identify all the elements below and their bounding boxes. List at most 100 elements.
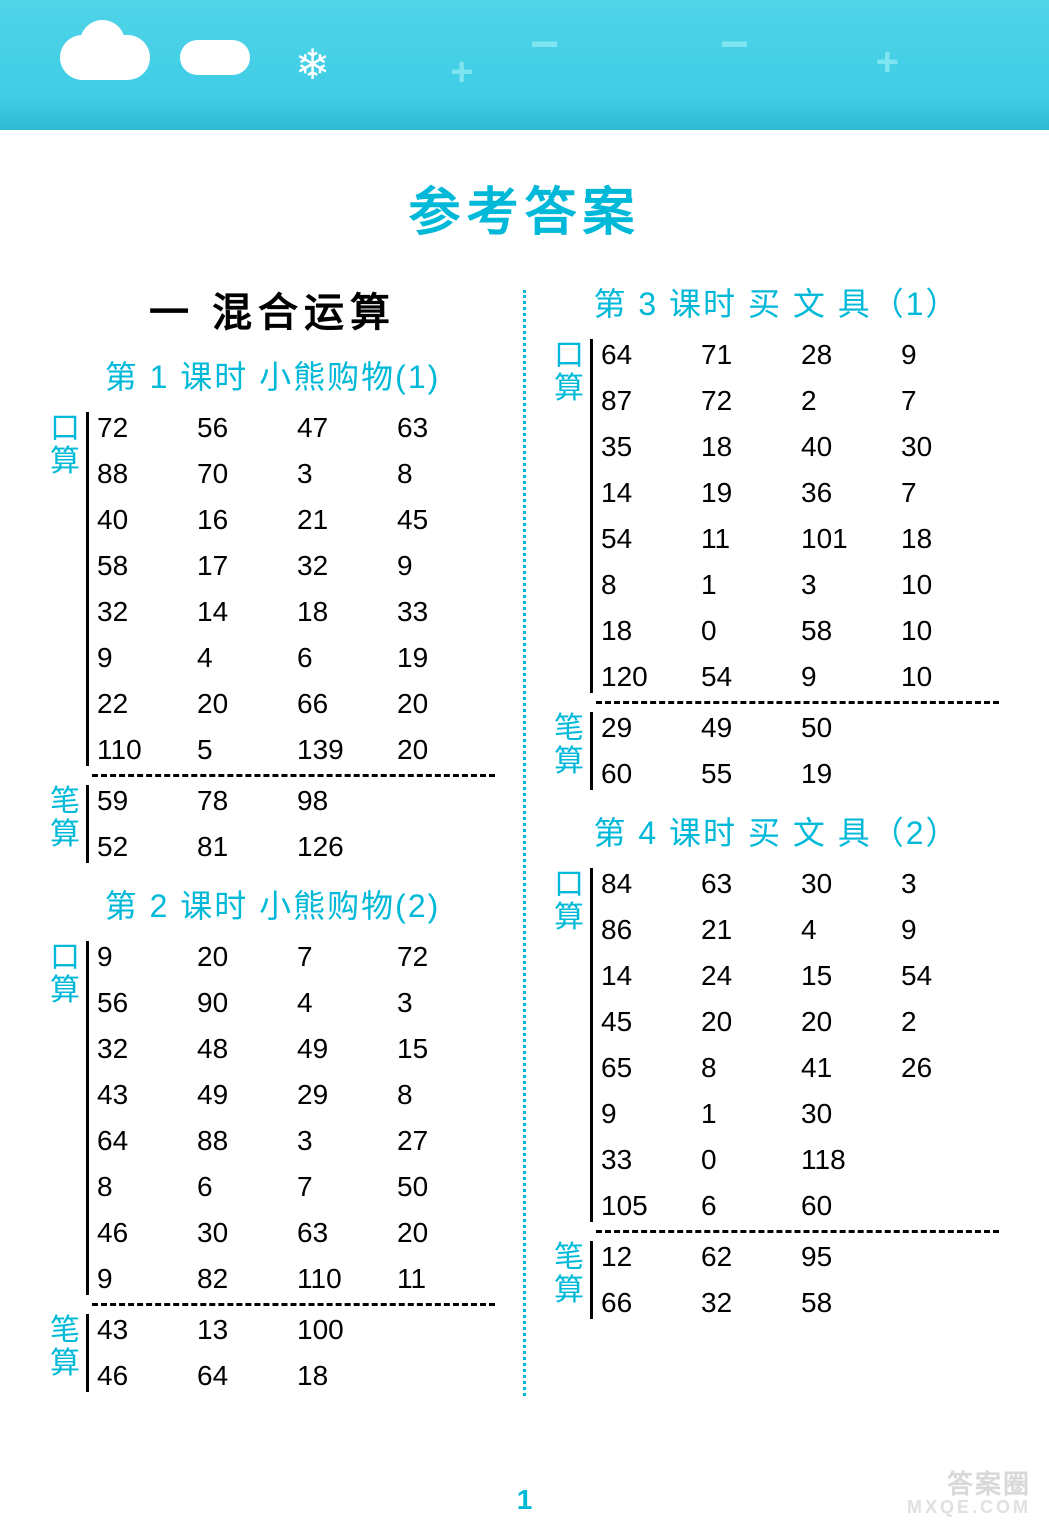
answer-cell — [395, 1356, 495, 1396]
answer-cell: 59 — [95, 781, 195, 821]
answer-cell: 30 — [799, 1094, 899, 1134]
answer-cell: 6 — [699, 1186, 799, 1226]
kousuan-label: 口算 — [50, 408, 84, 770]
answer-cell: 6 — [195, 1167, 295, 1207]
answer-cell: 72 — [699, 381, 799, 421]
plus-icon: + — [876, 40, 899, 85]
kousuan-label: 口算 — [554, 335, 588, 697]
answer-cell: 12 — [599, 1237, 699, 1277]
answer-cell: 55 — [699, 754, 799, 794]
answer-cell: 4 — [295, 983, 395, 1023]
answer-cell: 65 — [599, 1048, 699, 1088]
minus-icon: − — [720, 15, 749, 73]
kousuan-label: 口算 — [554, 864, 588, 1226]
answer-cell: 63 — [395, 408, 495, 448]
answer-cell: 105 — [599, 1186, 699, 1226]
answer-cell: 88 — [195, 1121, 295, 1161]
answer-cell: 54 — [699, 657, 799, 697]
answer-cell: 11 — [395, 1259, 495, 1299]
answer-cell: 58 — [799, 1283, 899, 1323]
answer-cell: 139 — [295, 730, 395, 770]
answer-cell — [899, 754, 999, 794]
answer-cell: 40 — [799, 427, 899, 467]
bisuan-label: 笔算 — [554, 708, 588, 794]
kousuan-label: 口算 — [50, 937, 84, 1299]
dashed-separator — [92, 774, 495, 777]
unit-title: 一 混合运算 — [30, 280, 515, 338]
answer-grid: 6471289877227351840301419367541110118813… — [599, 335, 1019, 697]
vertical-rule — [86, 941, 89, 1295]
answer-cell: 60 — [599, 754, 699, 794]
cloud-icon — [180, 40, 250, 75]
lesson2-kousuan-block: 口算 9207725690433248491543492986488327867… — [50, 937, 515, 1299]
answer-cell: 7 — [899, 381, 999, 421]
answer-cell: 18 — [599, 611, 699, 651]
answer-cell: 56 — [195, 408, 295, 448]
answer-cell: 41 — [799, 1048, 899, 1088]
answer-cell: 14 — [195, 592, 295, 632]
lesson1-bisuan-block: 笔算 5978985281126 — [50, 781, 515, 867]
answer-cell — [395, 781, 495, 821]
answer-cell: 30 — [799, 864, 899, 904]
watermark: 答案圈 MXQE.COM — [907, 1470, 1031, 1518]
answer-cell: 28 — [799, 335, 899, 375]
answer-cell: 14 — [599, 956, 699, 996]
answer-cell: 7 — [295, 937, 395, 977]
answer-cell — [899, 708, 999, 748]
lesson-title-4: 第 4 课时 买 文 具（2） — [534, 808, 1019, 854]
answer-cell: 43 — [95, 1075, 195, 1115]
answer-cell: 32 — [295, 546, 395, 586]
content-columns: 一 混合运算 第 1 课时 小熊购物(1) 口算 725647638870384… — [0, 265, 1049, 1396]
answer-cell: 18 — [899, 519, 999, 559]
answer-cell: 9 — [95, 1259, 195, 1299]
answer-cell: 50 — [395, 1167, 495, 1207]
answer-cell: 54 — [599, 519, 699, 559]
answer-cell: 16 — [195, 500, 295, 540]
vertical-rule — [590, 339, 593, 693]
answer-grid: 294950605519 — [599, 708, 1019, 794]
header-banner: ❄ − − + + — [0, 0, 1049, 130]
answer-cell: 8 — [395, 454, 495, 494]
minus-icon: − — [530, 15, 559, 73]
answer-cell: 4 — [799, 910, 899, 950]
answer-cell: 101 — [799, 519, 899, 559]
answer-cell: 10 — [899, 657, 999, 697]
dashed-separator — [92, 1303, 495, 1306]
answer-cell — [899, 1094, 999, 1134]
answer-cell: 7 — [295, 1167, 395, 1207]
answer-cell: 20 — [395, 684, 495, 724]
answer-cell: 13 — [195, 1310, 295, 1350]
answer-cell — [899, 1186, 999, 1226]
answer-cell: 49 — [295, 1029, 395, 1069]
lesson3-bisuan-block: 笔算 294950605519 — [554, 708, 1019, 794]
answer-cell: 81 — [195, 827, 295, 867]
bisuan-label: 笔算 — [554, 1237, 588, 1323]
answer-cell: 95 — [799, 1237, 899, 1277]
answer-cell: 98 — [295, 781, 395, 821]
answer-cell: 32 — [699, 1283, 799, 1323]
answer-cell: 58 — [799, 611, 899, 651]
answer-cell: 0 — [699, 611, 799, 651]
answer-cell: 33 — [395, 592, 495, 632]
answer-cell: 63 — [699, 864, 799, 904]
answer-cell: 15 — [799, 956, 899, 996]
answer-cell: 8 — [699, 1048, 799, 1088]
answer-cell: 48 — [195, 1029, 295, 1069]
answer-cell: 82 — [195, 1259, 295, 1299]
answer-cell: 54 — [899, 956, 999, 996]
answer-cell: 8 — [395, 1075, 495, 1115]
answer-cell: 52 — [95, 827, 195, 867]
answer-cell: 45 — [599, 1002, 699, 1042]
answer-cell: 100 — [295, 1310, 395, 1350]
answer-cell: 3 — [295, 1121, 395, 1161]
answer-cell: 4 — [195, 638, 295, 678]
answer-grid: 4313100466418 — [95, 1310, 515, 1396]
lesson4-bisuan-block: 笔算 126295663258 — [554, 1237, 1019, 1323]
answer-cell: 64 — [195, 1356, 295, 1396]
answer-cell: 46 — [95, 1213, 195, 1253]
answer-cell: 58 — [95, 546, 195, 586]
vertical-rule — [590, 868, 593, 1222]
answer-cell: 24 — [699, 956, 799, 996]
answer-cell: 49 — [195, 1075, 295, 1115]
watermark-main: 答案圈 — [907, 1470, 1031, 1499]
